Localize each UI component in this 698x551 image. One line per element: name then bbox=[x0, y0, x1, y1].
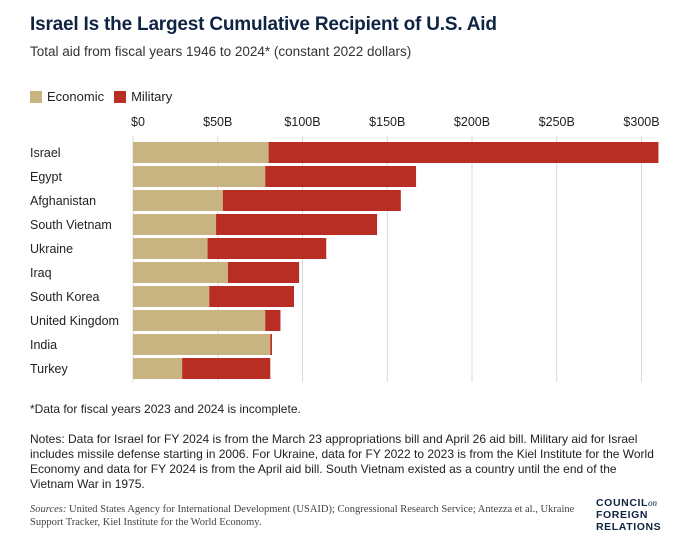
notes: Notes: Data for Israel for FY 2024 is fr… bbox=[30, 432, 654, 491]
bar-economic bbox=[133, 166, 266, 187]
logo-line2: FOREIGN bbox=[596, 509, 649, 521]
bar-military bbox=[227, 262, 300, 283]
category-label: Israel bbox=[30, 146, 61, 160]
bar-military bbox=[182, 358, 271, 379]
category-label: South Korea bbox=[30, 290, 100, 304]
bar-economic bbox=[133, 310, 266, 331]
logo-line1: COUNCIL bbox=[596, 497, 649, 509]
bar-military bbox=[207, 238, 327, 259]
bar-military bbox=[265, 310, 281, 331]
bar-economic bbox=[133, 214, 217, 235]
cfr-logo: COUNCILon FOREIGN RELATIONS bbox=[596, 497, 661, 533]
bar-economic bbox=[133, 262, 228, 283]
bar-economic bbox=[133, 238, 208, 259]
bar-economic bbox=[133, 358, 183, 379]
sources-label: Sources: bbox=[30, 504, 67, 515]
category-label: Egypt bbox=[30, 170, 62, 184]
bar-economic bbox=[133, 142, 269, 163]
category-label: Turkey bbox=[30, 362, 68, 376]
sources: Sources: United States Agency for Intern… bbox=[30, 503, 590, 529]
bar-military bbox=[265, 166, 417, 187]
x-tick-label: $100B bbox=[284, 115, 320, 129]
legend-label-economic: Economic bbox=[47, 89, 105, 104]
logo-on: on bbox=[648, 498, 658, 508]
category-label: Afghanistan bbox=[30, 194, 96, 208]
bar-military bbox=[209, 286, 295, 307]
category-label: Iraq bbox=[30, 266, 52, 280]
bar-economic bbox=[133, 334, 271, 355]
x-tick-label: $200B bbox=[454, 115, 490, 129]
x-tick-label: $300B bbox=[623, 115, 659, 129]
footnote: *Data for fiscal years 2023 and 2024 is … bbox=[30, 402, 301, 416]
bar-chart: $0 $50B $100B $150B $200B $250B $300B Israel Egy… bbox=[30, 115, 660, 382]
chart-subtitle: Total aid from fiscal years 1946 to 2024… bbox=[30, 44, 412, 59]
bar-economic bbox=[133, 190, 223, 211]
legend-item-economic: Economic bbox=[30, 89, 104, 104]
bar-military bbox=[222, 190, 401, 211]
legend-swatch-military bbox=[114, 90, 127, 103]
x-tick-label: $0 bbox=[131, 115, 145, 129]
bar-military bbox=[216, 214, 378, 235]
x-tick-label: $50B bbox=[203, 115, 232, 129]
legend-label-military: Military bbox=[131, 89, 173, 104]
bar-economic bbox=[133, 286, 210, 307]
category-label: South Vietnam bbox=[30, 218, 112, 232]
legend-item-military: Military bbox=[114, 89, 172, 104]
x-tick-label: $250B bbox=[539, 115, 575, 129]
legend: Economic Military bbox=[30, 89, 182, 104]
sources-text: United States Agency for International D… bbox=[30, 504, 575, 528]
chart-title: Israel Is the Largest Cumulative Recipie… bbox=[30, 14, 497, 35]
bar-military bbox=[268, 142, 659, 163]
category-label: India bbox=[30, 338, 57, 352]
legend-swatch-economic bbox=[30, 90, 42, 103]
bar-military bbox=[270, 334, 272, 355]
logo-line3: RELATIONS bbox=[596, 521, 662, 533]
x-tick-label: $150B bbox=[369, 115, 405, 129]
category-label: Ukraine bbox=[30, 242, 73, 256]
category-label: United Kingdom bbox=[30, 314, 119, 328]
